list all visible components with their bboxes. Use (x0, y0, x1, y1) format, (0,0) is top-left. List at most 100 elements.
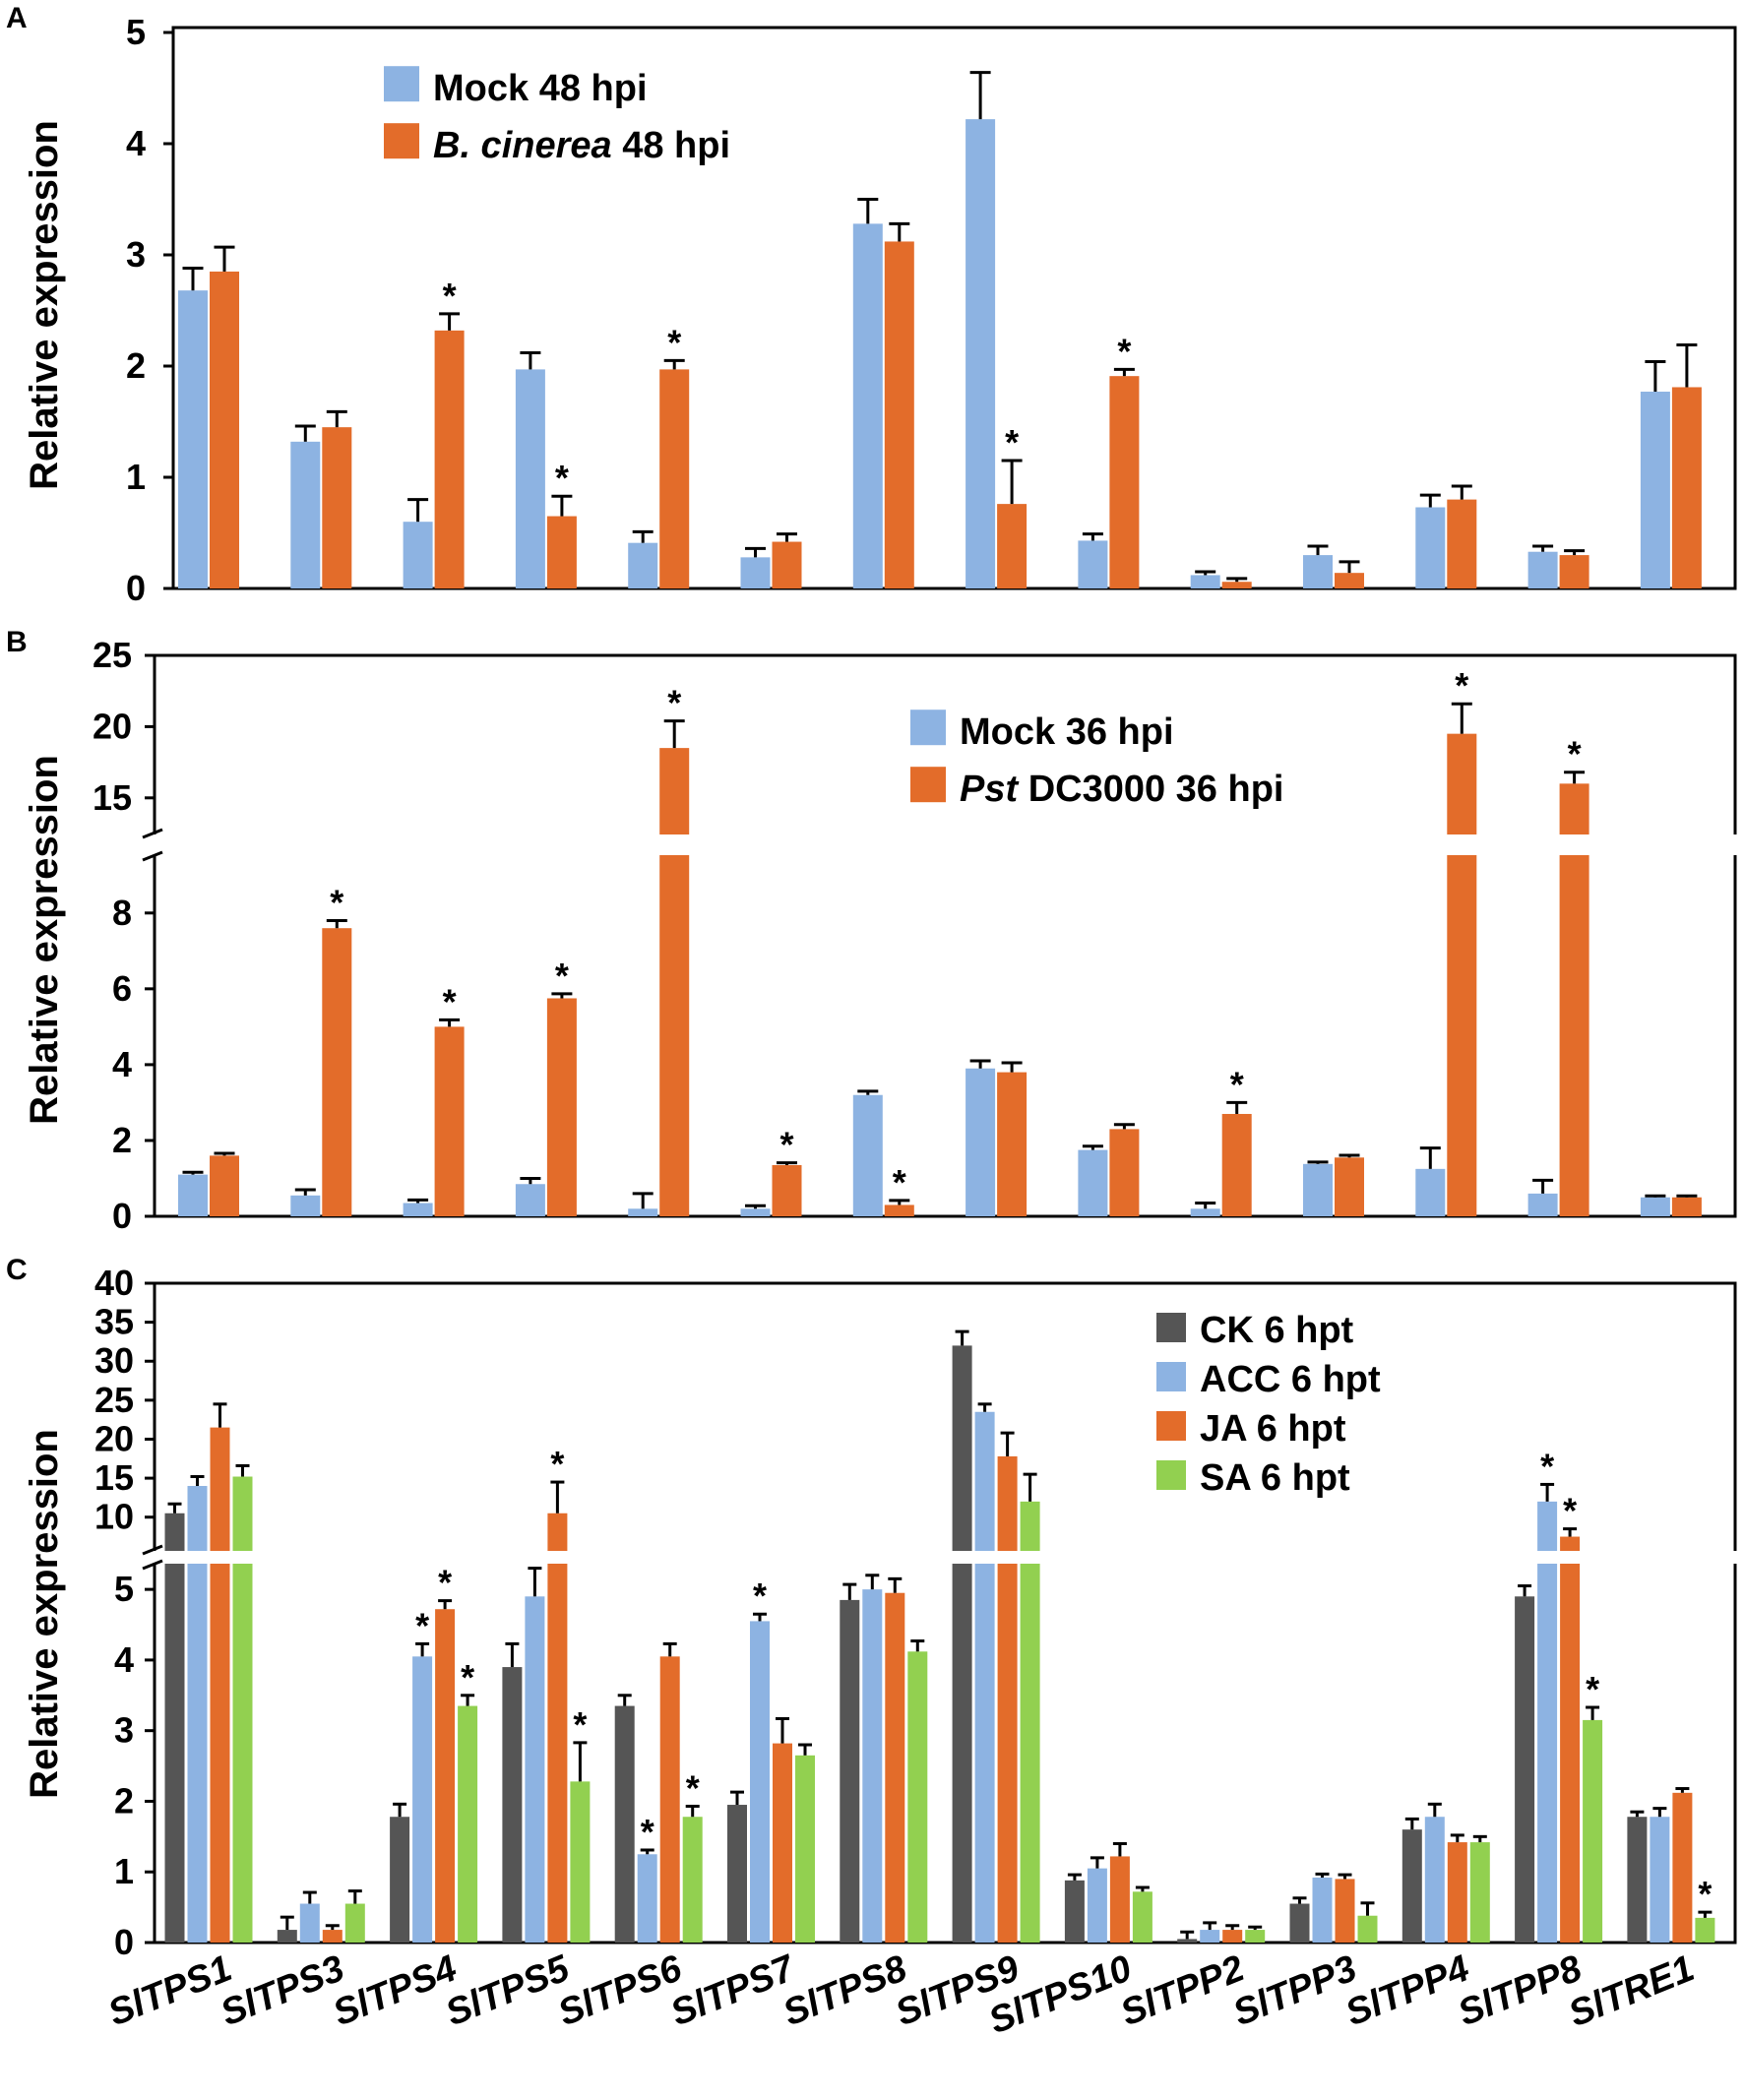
bar-mock-48-hpi-sltpp3 (1303, 555, 1333, 588)
bar-b-cinerea-48-hpi-sltps7 (772, 541, 802, 588)
significance-marker: * (1698, 1874, 1712, 1914)
legend-label-b-cinerea-48-hpi: B. cinerea 48 hpi (433, 125, 730, 166)
bar-ja-6-hpt-sltps10 (1109, 1856, 1130, 1943)
bar-b-cinerea-48-hpi-sltps9 (997, 504, 1028, 588)
bar-sa-6-hpt-sltps1 (232, 1476, 253, 1943)
bar-pst-dc3000-36-hpi-sltps9 (997, 1072, 1028, 1216)
legend-label-sa-6-hpt: SA 6 hpt (1200, 1457, 1350, 1499)
axis-break-mark (142, 1544, 163, 1556)
category-label-sltps7: SlTPS7 (665, 1947, 802, 2035)
y-tick-label: 25 (94, 1380, 134, 1420)
bar-sa-6-hpt-sltpp8 (1583, 1719, 1603, 1943)
bar-ja-6-hpt-sltps4 (435, 1609, 456, 1943)
bar-ck-6-hpt-sltps1 (164, 1513, 185, 1943)
category-label-sltps6: SlTPS6 (552, 1947, 688, 2034)
panel-letter-c: C (6, 1254, 28, 1286)
significance-marker: * (555, 458, 569, 498)
bar-pst-dc3000-36-hpi-sltps10 (1109, 1129, 1140, 1216)
category-label-sltps4: SlTPS4 (328, 1947, 463, 2034)
significance-marker: * (686, 1767, 700, 1808)
bar-b-cinerea-48-hpi-sltpp8 (1559, 555, 1589, 588)
significance-marker: * (550, 1444, 564, 1484)
axis-break-mark (142, 828, 163, 839)
bar-ck-6-hpt-sltps4 (390, 1817, 410, 1943)
significance-marker: * (555, 956, 569, 996)
axis-break-mark (142, 850, 163, 862)
significance-marker: * (1455, 665, 1468, 706)
bar-pst-dc3000-36-hpi-sltps8 (884, 1204, 914, 1216)
significance-marker: * (641, 1812, 654, 1852)
significance-marker: * (443, 276, 457, 316)
bar-sa-6-hpt-sltpp4 (1469, 1842, 1490, 1943)
bar-ja-6-hpt-sltps1 (210, 1427, 230, 1943)
significance-marker: * (1117, 331, 1131, 371)
significance-marker: * (753, 1575, 767, 1616)
y-tick-label: 3 (126, 234, 146, 275)
bar-mock-48-hpi-sltre1 (1640, 391, 1670, 588)
y-ticks-b: 0 2 4 6 8 15 20 25 (93, 635, 155, 1236)
bar-b-cinerea-48-hpi-sltps5 (546, 516, 577, 588)
category-label-sltpp2: SlTPP2 (1115, 1947, 1250, 2034)
significance-marker: * (1540, 1446, 1554, 1486)
axis-break-gap (139, 834, 1744, 855)
significance-marker: * (438, 1563, 452, 1603)
bar-ja-6-hpt-sltpp8 (1560, 1536, 1581, 1943)
bar-acc-6-hpt-sltps10 (1087, 1868, 1107, 1943)
bar-mock-48-hpi-sltps5 (515, 369, 545, 588)
bar-mock-48-hpi-sltps3 (290, 441, 321, 588)
bar-ck-6-hpt-sltps8 (840, 1599, 860, 1943)
bar-mock-36-hpi-sltps5 (515, 1184, 545, 1216)
bar-mock-48-hpi-sltps9 (965, 119, 996, 588)
bar-ja-6-hpt-sltre1 (1672, 1792, 1693, 1943)
bar-ja-6-hpt-sltpp4 (1447, 1842, 1467, 1943)
plot-frame-a (171, 26, 1737, 590)
bar-mock-36-hpi-sltpp2 (1190, 1208, 1220, 1216)
bars-b: * * * * * * * * * (139, 665, 1744, 1216)
bar-b-cinerea-48-hpi-sltpp2 (1221, 582, 1252, 588)
bar-mock-36-hpi-sltps7 (740, 1208, 771, 1216)
legend-swatch-pst-dc3000-36-hpi (910, 767, 946, 803)
panel-a: A Relative expression Mock 48 hpi B. cine… (6, 2, 1737, 608)
y-tick-label: 20 (94, 1418, 134, 1458)
legend-swatch-mock-36-hpi (910, 710, 946, 746)
bar-mock-48-hpi-sltpp4 (1415, 507, 1446, 588)
plot-frame-b (153, 653, 1737, 1218)
y-tick-label: 4 (114, 1639, 134, 1680)
y-tick-label: 1 (126, 457, 146, 497)
bar-b-cinerea-48-hpi-sltps6 (659, 369, 690, 588)
bar-ck-6-hpt-sltpp8 (1515, 1596, 1535, 1943)
bar-mock-48-hpi-sltps10 (1078, 540, 1108, 588)
legend-b: Mock 36 hpi Pst DC3000 36 hpi (910, 710, 1283, 810)
bar-ck-6-hpt-sltre1 (1627, 1817, 1648, 1943)
bar-mock-48-hpi-sltps6 (628, 542, 658, 588)
legend-swatch-ck-6-hpt (1156, 1313, 1186, 1342)
bar-ja-6-hpt-sltps8 (885, 1592, 905, 1943)
legend-swatch-b-cinerea-48-hpi (384, 123, 419, 159)
y-tick-label: 4 (126, 123, 146, 163)
bar-acc-6-hpt-sltps1 (187, 1486, 208, 1943)
axis-break-mark (142, 1559, 163, 1571)
axis-break-gap (139, 1551, 1744, 1564)
significance-marker: * (1586, 1669, 1599, 1709)
y-tick-label: 5 (114, 1569, 134, 1609)
bar-sa-6-hpt-sltps7 (795, 1755, 815, 1943)
bar-acc-6-hpt-sltps8 (862, 1589, 883, 1943)
bar-mock-48-hpi-sltpp8 (1527, 551, 1558, 588)
bar-sa-6-hpt-sltps9 (1020, 1501, 1040, 1943)
bar-b-cinerea-48-hpi-sltre1 (1671, 387, 1702, 588)
y-tick-label: 1 (114, 1851, 134, 1891)
bar-mock-48-hpi-sltps7 (740, 557, 771, 588)
bar-acc-6-hpt-sltps4 (412, 1656, 433, 1943)
bar-acc-6-hpt-sltps7 (750, 1621, 770, 1943)
y-tick-label: 40 (94, 1263, 134, 1303)
y-axis-label-a: Relative expression (23, 120, 66, 490)
category-label-sltps5: SlTPS5 (440, 1947, 576, 2034)
bar-sa-6-hpt-sltps10 (1132, 1891, 1152, 1943)
category-label-sltre1: SlTRE1 (1563, 1947, 1700, 2035)
bar-mock-36-hpi-sltps6 (628, 1208, 658, 1216)
bar-ck-6-hpt-sltps5 (502, 1667, 523, 1943)
legend-label-ja-6-hpt: JA 6 hpt (1200, 1408, 1346, 1450)
bar-acc-6-hpt-sltre1 (1650, 1817, 1670, 1943)
significance-marker: * (779, 1125, 793, 1165)
